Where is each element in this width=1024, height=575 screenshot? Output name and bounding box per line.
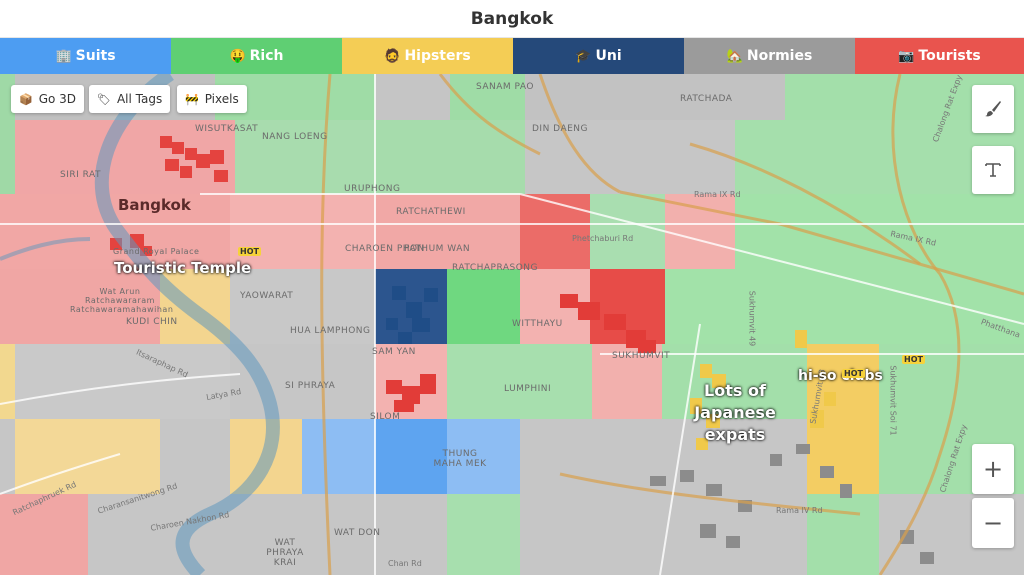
tag-japanese-expats[interactable]: Lots of Japanese expats [694, 381, 776, 444]
road-label: Sukhumvit 49 [747, 290, 757, 347]
brush-icon [985, 101, 1001, 117]
district-label: SANAM PAO [476, 82, 534, 92]
district-label: RATCHATHEWI [396, 207, 466, 217]
district-label: WISUTKASAT [195, 124, 259, 134]
road-label: Rama IX Rd [694, 190, 741, 199]
road-label: Phetchaburi Rd [572, 234, 634, 243]
district-label: SIRI RAT [60, 170, 101, 180]
district-label: WITTHAYU [512, 319, 563, 329]
building-icon: 🏢 [55, 48, 72, 64]
district-label: URUPHONG [344, 184, 401, 194]
title-bar: Bangkok [0, 0, 1024, 38]
city-label: Bangkok [118, 196, 191, 214]
road-label: Sukhumvit Soi 71 [888, 365, 898, 436]
district-label: SILOM [370, 412, 401, 422]
district-label: KUDI CHIN [126, 317, 178, 327]
zoom-in-button[interactable]: + [972, 444, 1014, 494]
all-tags-label: All Tags [116, 92, 163, 106]
district-label: SUKHUMVIT [612, 351, 671, 361]
camera-icon: 📷 [898, 48, 915, 64]
district-label: SI PHRAYA [285, 381, 336, 391]
district-label: HUA LAMPHONG [290, 326, 371, 336]
go-3d-button[interactable]: 📦 Go 3D [11, 85, 85, 113]
construction-icon: 🚧 [185, 92, 199, 106]
tab-label: Suits [75, 48, 116, 64]
district-label: WAT PHRAYA KRAI [266, 538, 304, 568]
pixels-button[interactable]: 🚧 Pixels [177, 85, 247, 113]
road-label: Chan Rd [388, 559, 422, 568]
tag-icon: 🏷 [97, 92, 111, 106]
district-label: WAT DON [334, 528, 381, 538]
district-label: NANG LOENG [262, 132, 328, 142]
hot-badge[interactable]: HOT [902, 355, 925, 364]
house-icon: 🏡 [726, 48, 743, 64]
box-icon: 📦 [19, 92, 33, 106]
tab-label: Rich [249, 48, 284, 64]
tab-uni[interactable]: 🎓 Uni [513, 38, 684, 74]
tag-touristic-temple[interactable]: Touristic Temple [114, 259, 252, 277]
district-label: THUNG MAHA MEK [433, 449, 487, 469]
district-label: RATCHAPRASONG [452, 263, 539, 273]
district-label: Grand Royal Palace [113, 247, 200, 256]
hot-badge[interactable]: HOT [238, 247, 261, 256]
bearded-person-icon: 🧔 [384, 48, 401, 64]
money-face-icon: 🤑 [229, 48, 246, 64]
district-label: Wat Arun Ratchawararam Ratchawaramahawih… [70, 287, 174, 314]
tab-tourists[interactable]: 📷 Tourists [855, 38, 1024, 74]
pixels-label: Pixels [204, 92, 239, 106]
district-label: CHAROEN PHON [345, 244, 425, 254]
map-canvas[interactable]: 📦 Go 3D 🏷 All Tags 🚧 Pixels + − SANAM PA… [0, 74, 1024, 575]
tab-label: Tourists [918, 48, 981, 64]
tab-rich[interactable]: 🤑 Rich [171, 38, 342, 74]
hot-badge[interactable]: HOT [842, 369, 865, 378]
tab-suits[interactable]: 🏢 Suits [0, 38, 171, 74]
all-tags-button[interactable]: 🏷 All Tags [89, 85, 171, 113]
graduation-cap-icon: 🎓 [575, 48, 592, 64]
category-tabs: 🏢 Suits 🤑 Rich 🧔 Hipsters 🎓 Uni 🏡 Normie… [0, 38, 1024, 74]
district-label: SAM YAN [372, 347, 416, 357]
tab-normies[interactable]: 🏡 Normies [684, 38, 855, 74]
plus-icon: + [982, 455, 1004, 483]
tab-label: Uni [595, 48, 622, 64]
road-label: Rama IV Rd [776, 506, 823, 515]
district-label: PATHUM WAN [404, 244, 471, 254]
text-tool-button[interactable] [972, 146, 1014, 194]
tag-hiso-clubs[interactable]: hi-so clubs [798, 368, 883, 384]
district-label: YAOWARAT [240, 291, 294, 301]
tab-hipsters[interactable]: 🧔 Hipsters [342, 38, 513, 74]
tab-label: Hipsters [404, 48, 471, 64]
district-label: DIN DAENG [532, 124, 588, 134]
minus-icon: − [982, 509, 1004, 537]
tab-label: Normies [746, 48, 813, 64]
paint-brush-button[interactable] [972, 85, 1014, 133]
text-icon [985, 163, 1001, 177]
district-label: RATCHADA [680, 94, 733, 104]
district-label: LUMPHINI [504, 384, 552, 394]
page-title: Bangkok [470, 8, 554, 29]
zoom-out-button[interactable]: − [972, 498, 1014, 548]
go-3d-label: Go 3D [38, 92, 77, 106]
